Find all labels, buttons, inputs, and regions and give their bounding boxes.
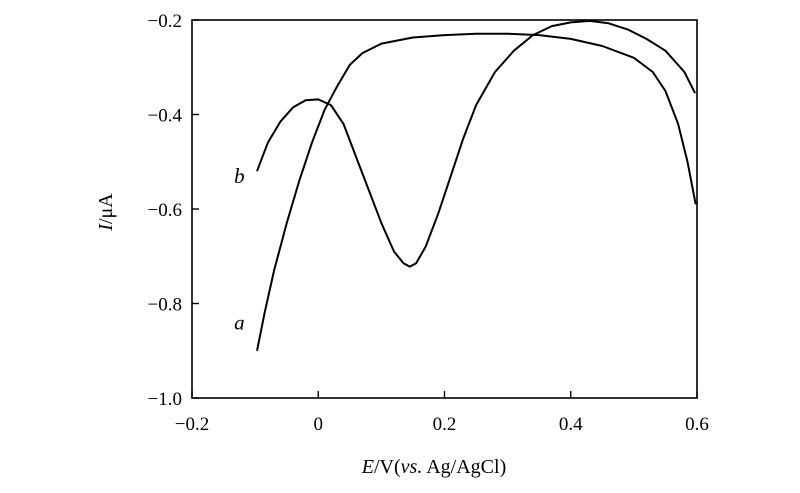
series-layer — [256, 19, 697, 351]
x-axis-title: E/V(vs. Ag/AgCl) — [361, 456, 506, 478]
x-axis-unit: /V( — [374, 456, 401, 478]
x-tick-label: 0.6 — [685, 414, 709, 435]
y-tick-label: −0.8 — [148, 295, 182, 316]
y-axis-unit: /μA — [95, 193, 117, 224]
y-axis-ticks: −1.0 −0.8 −0.6 −0.4 −0.2 — [148, 11, 199, 410]
x-axis-ref-vs: vs. — [401, 456, 423, 478]
x-tick-label: 0.4 — [559, 414, 583, 435]
x-tick-label: −0.2 — [175, 414, 209, 435]
y-tick-label: −0.2 — [148, 11, 182, 32]
series-line-a — [256, 32, 697, 351]
series-line-b — [256, 19, 696, 268]
series-labels: ab — [234, 164, 245, 334]
series-label-a: a — [234, 310, 245, 334]
x-axis-variable: E — [361, 456, 374, 478]
y-tick-label: −0.6 — [148, 200, 182, 221]
x-tick-label: 0 — [314, 414, 324, 435]
y-tick-label: −1.0 — [148, 389, 182, 410]
x-axis-ticks: −0.2 0 0.2 0.4 0.6 — [175, 391, 709, 435]
x-axis-ref-electrode: Ag/AgCl) — [422, 456, 506, 478]
plot-area — [191, 19, 698, 399]
plot-frame — [191, 19, 698, 399]
series-label-b: b — [234, 164, 245, 188]
y-tick-label: −0.4 — [148, 106, 183, 127]
y-axis-title: I/μA — [95, 193, 117, 232]
y-axis-variable: I — [95, 223, 117, 232]
x-tick-label: 0.2 — [433, 414, 457, 435]
